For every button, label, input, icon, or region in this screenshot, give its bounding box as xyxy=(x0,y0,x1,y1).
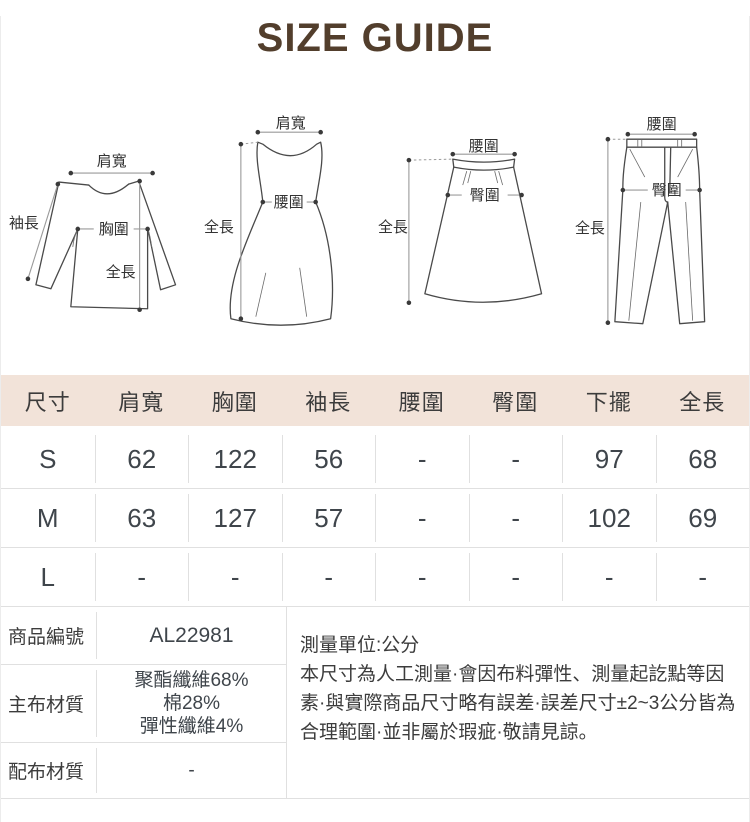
value-cell: - xyxy=(468,435,563,483)
table-row-m: M 63 127 57 - - 102 69 xyxy=(1,489,749,548)
size-cell: L xyxy=(40,561,55,592)
size-table-header-row: 尺寸 肩寬 胸圍 袖長 腰圍 臀圍 下擺 全長 xyxy=(1,375,749,426)
total-length-label: 全長 xyxy=(574,219,604,237)
value-cell: - xyxy=(468,553,563,601)
value-cell: 69 xyxy=(655,494,750,542)
fabric-line: 棉28% xyxy=(162,693,221,714)
main-fabric-row: 主布材質 聚酯纖維68% 棉28% 彈性纖維4% xyxy=(1,665,286,743)
garment-diagrams: 肩寬 袖長 胸圍 全長 肩寬 xyxy=(1,87,749,339)
value-cell: 57 xyxy=(281,494,376,542)
total-length-label: 全長 xyxy=(378,218,408,236)
value-cell: - xyxy=(655,553,750,601)
product-code-label: 商品編號 xyxy=(8,627,85,648)
trim-fabric-label: 配布材質 xyxy=(8,762,85,783)
shoulder-width-label: 肩寬 xyxy=(275,114,305,132)
page-title: SIZE GUIDE xyxy=(256,16,494,60)
column-header-hip: 臀圍 xyxy=(492,389,539,415)
shoulder-width-label: 肩寬 xyxy=(97,152,127,170)
value-cell: - xyxy=(281,553,376,601)
trim-fabric-value: - xyxy=(96,748,286,793)
column-header-length: 全長 xyxy=(679,389,726,415)
size-table: 尺寸 肩寬 胸圍 袖長 腰圍 臀圍 下擺 全長 S 62 122 56 - - … xyxy=(1,375,749,607)
value-cell: 127 xyxy=(188,494,282,542)
value-cell: - xyxy=(375,435,469,483)
value-cell: 102 xyxy=(562,494,656,542)
table-row-s: S 62 122 56 - - 97 68 xyxy=(1,430,749,489)
sleeve-length-label: 袖長 xyxy=(9,215,39,232)
value-cell: - xyxy=(94,553,189,601)
size-guide-page: SIZE GUIDE 肩寬 袖長 胸圍 全長 肩寬 xyxy=(0,16,750,822)
product-code-row: 商品編號 AL22981 xyxy=(1,607,286,665)
size-cell: M xyxy=(36,502,59,533)
waist-label: 腰圍 xyxy=(469,138,499,155)
column-header-chest: 胸圍 xyxy=(211,389,258,415)
shirt-diagram: 肩寬 袖長 胸圍 全長 xyxy=(9,152,177,313)
value-cell: 56 xyxy=(281,435,376,483)
column-header-size: 尺寸 xyxy=(24,389,71,415)
waist-label: 腰圍 xyxy=(646,116,676,133)
value-cell: - xyxy=(188,553,282,601)
column-header-sleeve: 袖長 xyxy=(305,389,352,415)
measure-unit-note: 測量單位:公分 xyxy=(300,635,420,656)
dress-diagram: 肩寬 腰圍 全長 xyxy=(203,114,333,326)
disclaimer-text: 本尺寸為人工測量·會因布料彈性、測量起訖點等因素·與實際商品尺寸略有誤差·誤差尺… xyxy=(300,664,736,743)
total-length-label: 全長 xyxy=(203,218,233,236)
measurement-notes: 測量單位:公分 本尺寸為人工測量·會因布料彈性、測量起訖點等因素·與實際商品尺寸… xyxy=(286,607,749,798)
total-length-label: 全長 xyxy=(106,263,136,281)
product-code-value: AL22981 xyxy=(96,612,286,659)
hip-label: 臀圍 xyxy=(651,182,681,199)
trim-fabric-row: 配布材質 - xyxy=(1,743,286,798)
value-cell: - xyxy=(375,494,469,542)
value-cell: 62 xyxy=(94,435,189,483)
column-header-shoulder: 肩寬 xyxy=(118,389,165,415)
value-cell: 63 xyxy=(94,494,189,542)
value-cell: - xyxy=(468,494,563,542)
product-info-section: 商品編號 AL22981 主布材質 聚酯纖維68% 棉28% 彈性纖維4% 配布… xyxy=(1,607,749,799)
value-cell: - xyxy=(375,553,469,601)
pants-diagram: 腰圍 臀圍 全長 xyxy=(574,116,705,325)
waist-label: 腰圍 xyxy=(273,194,303,211)
value-cell: - xyxy=(562,553,656,601)
fabric-line: 聚酯纖維68% xyxy=(134,670,249,691)
hip-label: 臀圍 xyxy=(470,187,500,204)
size-cell: S xyxy=(39,443,57,474)
value-cell: 122 xyxy=(188,435,282,483)
skirt-diagram: 腰圍 臀圍 全長 xyxy=(378,138,543,306)
column-header-waist: 腰圍 xyxy=(398,389,445,415)
product-info-table: 商品編號 AL22981 主布材質 聚酯纖維68% 棉28% 彈性纖維4% 配布… xyxy=(1,607,286,798)
chest-label: 胸圍 xyxy=(99,221,129,238)
fabric-line: 彈性纖維4% xyxy=(139,716,244,737)
main-fabric-value: 聚酯纖維68% 棉28% 彈性纖維4% xyxy=(96,670,286,737)
value-cell: 97 xyxy=(562,435,656,483)
main-fabric-label: 主布材質 xyxy=(8,695,85,716)
table-row-l: L - - - - - - - xyxy=(1,548,749,607)
value-cell: 68 xyxy=(655,435,750,483)
column-header-hem: 下擺 xyxy=(585,389,632,415)
